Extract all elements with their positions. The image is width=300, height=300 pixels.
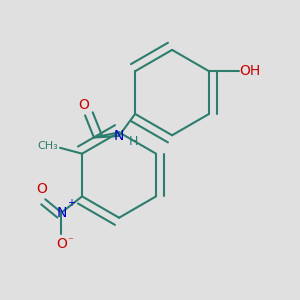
Text: N: N — [56, 206, 67, 220]
Text: +: + — [67, 198, 75, 208]
Text: O: O — [56, 237, 67, 251]
Text: CH₃: CH₃ — [38, 141, 58, 151]
Text: O: O — [78, 98, 89, 112]
Text: OH: OH — [239, 64, 260, 78]
Text: H: H — [128, 135, 138, 148]
Text: ⁻: ⁻ — [67, 236, 73, 246]
Text: O: O — [36, 182, 47, 196]
Text: N: N — [114, 129, 124, 143]
